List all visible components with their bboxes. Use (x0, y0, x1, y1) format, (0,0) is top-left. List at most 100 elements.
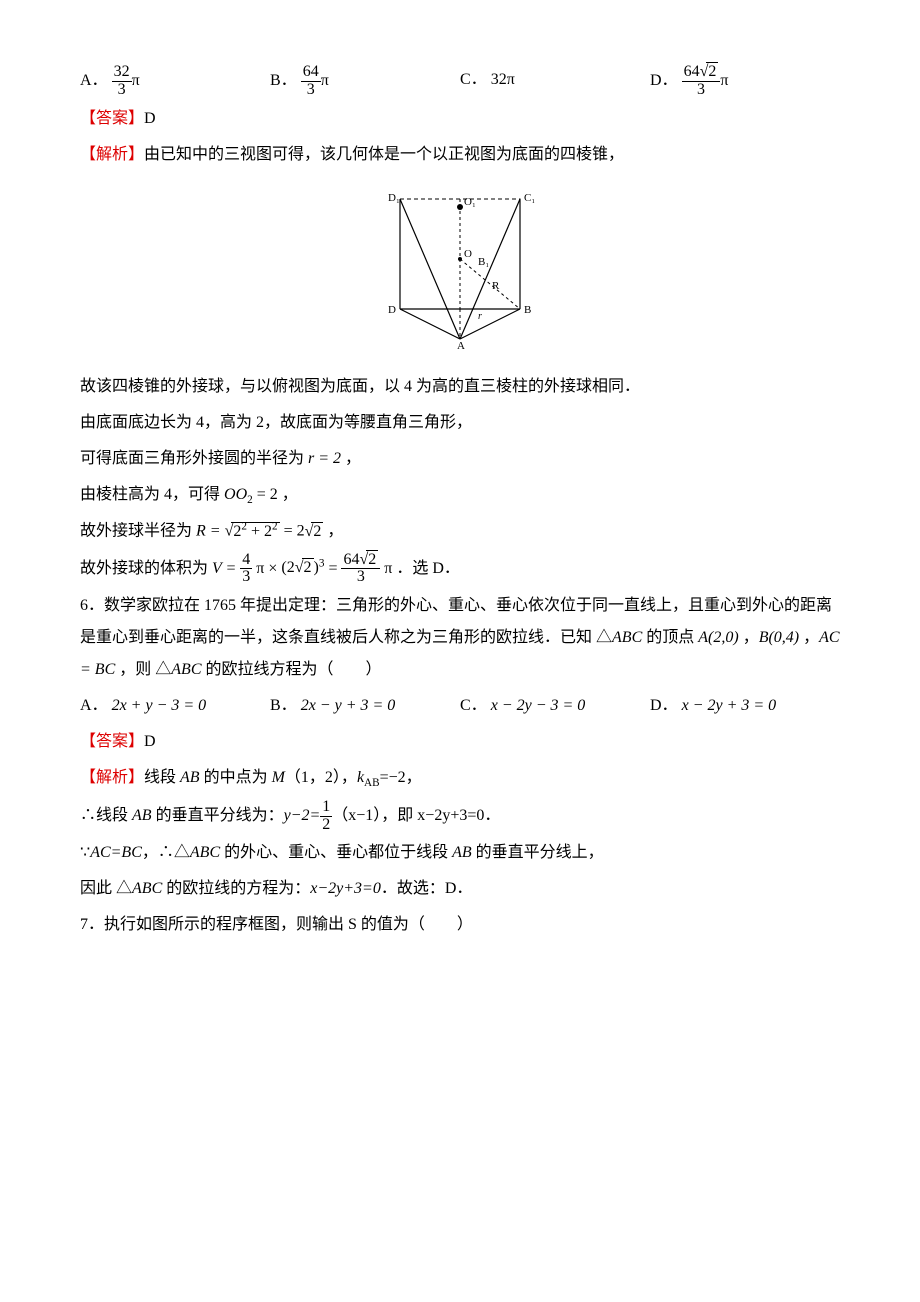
choice-text: 2x − y + 3 = 0 (301, 697, 396, 714)
answer-value: D (144, 110, 156, 127)
text: π × (256, 559, 281, 576)
text: 的欧拉线方程为（ ） (201, 661, 381, 678)
abc: ABC (171, 661, 201, 678)
answer-label: 【答案】 (80, 110, 144, 127)
choice-text: 32π (491, 71, 515, 88)
paren: (2√2) (281, 559, 318, 576)
math-OO: OO2 (224, 486, 253, 503)
sup: 3 (319, 557, 325, 569)
svg-text:r: r (478, 311, 482, 322)
q6-choice-c: C． x − 2y − 3 = 0 (460, 690, 650, 722)
k: kAB (357, 769, 380, 786)
fraction: 32 3 (112, 64, 132, 99)
q5-choices-row: A． 32 3 π B． 64 3 π C． 32π D． 64√2 3 π (80, 64, 840, 99)
q5-line-4: 由棱柱高为 4，可得 OO2 = 2 ， (80, 479, 840, 512)
text: 故外接球的体积为 (80, 559, 212, 576)
choice-text: x − 2y − 3 = 0 (491, 697, 586, 714)
sqrt-icon: √2 (295, 552, 314, 584)
q5-line-1: 故该四棱锥的外接球，与以俯视图为底面，以 4 为高的直三棱柱的外接球相同． (80, 371, 840, 403)
AB: AB (180, 769, 200, 786)
text: ， (345, 450, 361, 467)
answer-value: D (144, 733, 156, 750)
M: M (272, 769, 285, 786)
explain-text: 由已知中的三视图可得，该几何体是一个以正视图为底面的四棱锥， (144, 146, 624, 163)
q5-line-6: 故外接球的体积为 V = 4 3 π × (2√2)3 = 64√2 3 π ．… (80, 552, 840, 587)
AB: AB (132, 807, 152, 824)
svg-text:B: B (524, 304, 531, 316)
tail: π ．选 D． (384, 559, 460, 576)
abc: ABC (612, 629, 642, 646)
text: ， (799, 629, 819, 646)
abc: ABC (190, 844, 220, 861)
eq: =−2， (380, 769, 422, 786)
text: 的顶点 (642, 629, 698, 646)
eq: = (328, 559, 341, 576)
choice-label: D． (650, 697, 678, 714)
text: 的外心、重心、垂心都位于线段 (220, 844, 452, 861)
fraction: 64√2 3 (682, 64, 721, 99)
math-R: R = (196, 523, 225, 540)
text: （1，2）， (285, 769, 357, 786)
q5-line-5: 故外接球半径为 R = √22 + 22 = 2√2 ， (80, 515, 840, 547)
B: B(0,4) (759, 629, 799, 646)
eq1: y−2= (284, 807, 321, 824)
sqrt-icon: √2 (700, 64, 719, 81)
choice-label: A． (80, 72, 108, 89)
math-V: V = (212, 559, 240, 576)
svg-text:C₁: C₁ (524, 192, 535, 204)
frac-num: 64√2 (341, 552, 380, 570)
q5-diagram: D₁ C₁ O₁ O B₁ R D B r A (80, 179, 840, 361)
q5-choice-d: D． 64√2 3 π (650, 64, 840, 99)
svg-text:B₁: B₁ (478, 256, 489, 268)
pyramid-diagram-icon: D₁ C₁ O₁ O B₁ R D B r A (360, 179, 560, 349)
answer-label: 【答案】 (80, 733, 144, 750)
text: 的垂直平分线为： (152, 807, 284, 824)
q6-answer: 【答案】D (80, 726, 840, 758)
q6-explain-2: ∴线段 AB 的垂直平分线为：y−2=12（x−1），即 x−2y+3=0． (80, 799, 840, 834)
math-r: r = 2 (308, 450, 341, 467)
fraction: 4 3 (240, 552, 252, 587)
pi: π (132, 72, 140, 89)
text: ∵ (80, 844, 90, 861)
text: ， (327, 523, 343, 540)
q5-choice-c: C． 32π (460, 64, 650, 99)
text: 的中点为 (200, 769, 272, 786)
fraction: 64 3 (301, 64, 321, 99)
svg-text:O: O (464, 248, 472, 260)
svg-text:A: A (457, 340, 465, 349)
text: 的欧拉线的方程为： (162, 880, 310, 897)
fraction: 64√2 3 (341, 552, 380, 587)
A: A(2,0) (698, 629, 738, 646)
text: 可得底面三角形外接圆的半径为 (80, 450, 308, 467)
eq2: （x−1），即 x−2y+3=0． (332, 807, 500, 824)
choice-text: 2x + y − 3 = 0 (112, 697, 207, 714)
eq: AC=BC (90, 844, 142, 861)
q6-explain-4: 因此 △ABC 的欧拉线的方程为：x−2y+3=0．故选：D． (80, 873, 840, 905)
q6-choice-d: D． x − 2y + 3 = 0 (650, 690, 840, 722)
pi: π (720, 72, 728, 89)
q5-choice-b: B． 64 3 π (270, 64, 460, 99)
choice-text: x − 2y + 3 = 0 (682, 697, 777, 714)
text: ， (282, 486, 298, 503)
q5-line-2: 由底面底边长为 4，高为 2，故底面为等腰直角三角形， (80, 407, 840, 439)
q6-choice-b: B． 2x − y + 3 = 0 (270, 690, 460, 722)
text: 线段 (144, 769, 180, 786)
choice-label: B． (270, 697, 297, 714)
choice-label: A． (80, 697, 108, 714)
sqrt-icon: √22 + 22 (225, 515, 280, 547)
eq: = 2 (257, 486, 278, 503)
text: ， (739, 629, 759, 646)
text: 故外接球半径为 (80, 523, 196, 540)
fraction: 12 (320, 799, 332, 834)
q5-line-3: 可得底面三角形外接圆的半径为 r = 2 ， (80, 443, 840, 475)
text: ，则 △ (115, 661, 171, 678)
svg-text:R: R (492, 280, 500, 292)
frac-num: 64√2 (682, 64, 721, 82)
eq: x−2y+3=0 (310, 880, 381, 897)
svg-text:D₁: D₁ (388, 192, 400, 204)
text: 由棱柱高为 4，可得 (80, 486, 224, 503)
text: ．故选：D． (381, 880, 473, 897)
q6-choice-a: A． 2x + y − 3 = 0 (80, 690, 270, 722)
text: ，∴△ (142, 844, 190, 861)
text: 7．执行如图所示的程序框图，则输出 S 的值为（ ） (80, 916, 473, 933)
